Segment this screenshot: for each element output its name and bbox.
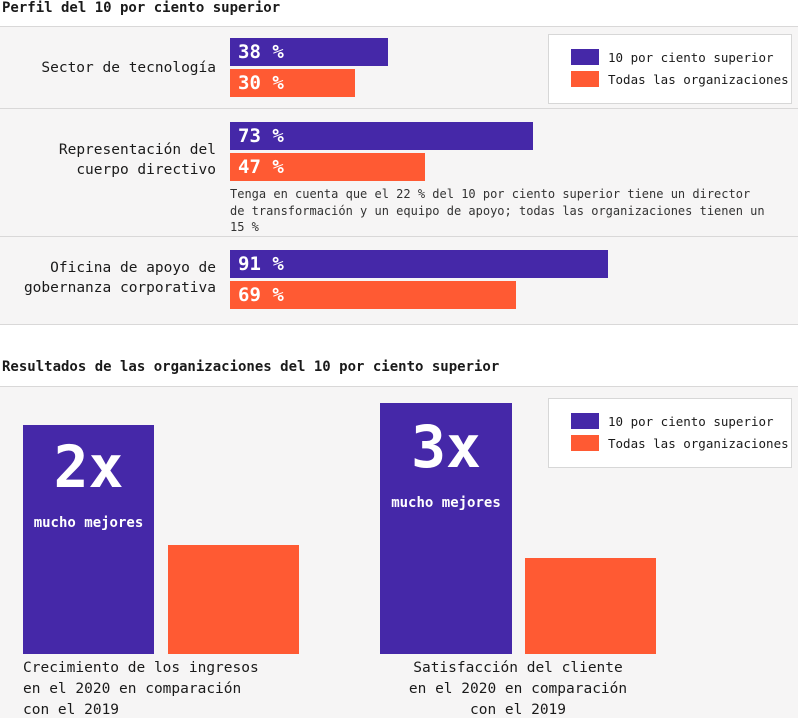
legend-item-all: Todas las organizaciones bbox=[571, 71, 789, 87]
vbar-top-satisfaction: 3x mucho mejores bbox=[380, 403, 512, 654]
caption-line: con el 2019 bbox=[469, 702, 567, 718]
label-line: Sector de tecnología bbox=[41, 60, 216, 76]
bar-top-board: 73 % bbox=[230, 122, 533, 150]
legend-swatch-top bbox=[571, 49, 599, 65]
vbar-all-revenue bbox=[168, 545, 299, 654]
divider bbox=[0, 26, 798, 27]
divider bbox=[0, 236, 798, 237]
legend-label-all: Todas las organizaciones bbox=[608, 435, 789, 451]
divider bbox=[0, 324, 798, 325]
section2-title: Resultados de las organizaciones del 10 … bbox=[2, 359, 500, 375]
bar-all-tech: 30 % bbox=[230, 69, 355, 97]
row-label-tech: Sector de tecnología bbox=[0, 58, 216, 78]
legend-swatch-all bbox=[571, 435, 599, 451]
legend-item-all: Todas las organizaciones bbox=[571, 435, 789, 451]
label-line: cuerpo directivo bbox=[76, 162, 216, 178]
caption-revenue: Crecimiento de los ingresos en el 2020 e… bbox=[23, 658, 259, 718]
label-line: Representación del bbox=[58, 142, 216, 158]
caption-line: en el 2020 en comparación bbox=[408, 681, 628, 697]
legend: 10 por ciento superior Todas las organiz… bbox=[548, 34, 792, 104]
bar-top-tech: 38 % bbox=[230, 38, 388, 66]
board-note: Tenga en cuenta que el 22 % del 10 por c… bbox=[230, 187, 765, 234]
legend: 10 por ciento superior Todas las organiz… bbox=[548, 398, 792, 468]
ratio-label: 2x bbox=[53, 433, 124, 501]
ratio-sub-label: mucho mejores bbox=[33, 515, 144, 531]
label-line: Oficina de apoyo de bbox=[50, 260, 216, 276]
section1-title: Perfil del 10 por ciento superior bbox=[2, 0, 281, 16]
legend-swatch-all bbox=[571, 71, 599, 87]
legend-label-all: Todas las organizaciones bbox=[608, 71, 789, 87]
row-label-governance: Oficina de apoyo de gobernanza corporati… bbox=[0, 258, 216, 298]
row-label-board: Representación del cuerpo directivo bbox=[0, 140, 216, 180]
caption-line: en el 2020 en comparación bbox=[23, 681, 242, 697]
legend-swatch-top bbox=[571, 413, 599, 429]
bar-top-governance: 91 % bbox=[230, 250, 608, 278]
legend-label-top: 10 por ciento superior bbox=[608, 413, 774, 429]
caption-satisfaction: Satisfacción del cliente en el 2020 en c… bbox=[380, 658, 656, 718]
caption-line: Satisfacción del cliente bbox=[413, 660, 623, 676]
ratio-label: 3x bbox=[411, 413, 481, 481]
caption-line: Crecimiento de los ingresos bbox=[23, 660, 259, 676]
caption-line: con el 2019 bbox=[23, 702, 120, 718]
bar-all-board: 47 % bbox=[230, 153, 425, 181]
divider bbox=[0, 108, 798, 109]
vbar-top-revenue: 2x mucho mejores bbox=[23, 425, 154, 654]
label-line: gobernanza corporativa bbox=[23, 280, 216, 296]
vbar-all-satisfaction bbox=[525, 558, 656, 654]
legend-item-top: 10 por ciento superior bbox=[571, 49, 774, 65]
ratio-sub-label: mucho mejores bbox=[391, 495, 501, 511]
bar-all-governance: 69 % bbox=[230, 281, 516, 309]
divider bbox=[0, 386, 798, 387]
legend-label-top: 10 por ciento superior bbox=[608, 49, 774, 65]
legend-item-top: 10 por ciento superior bbox=[571, 413, 774, 429]
